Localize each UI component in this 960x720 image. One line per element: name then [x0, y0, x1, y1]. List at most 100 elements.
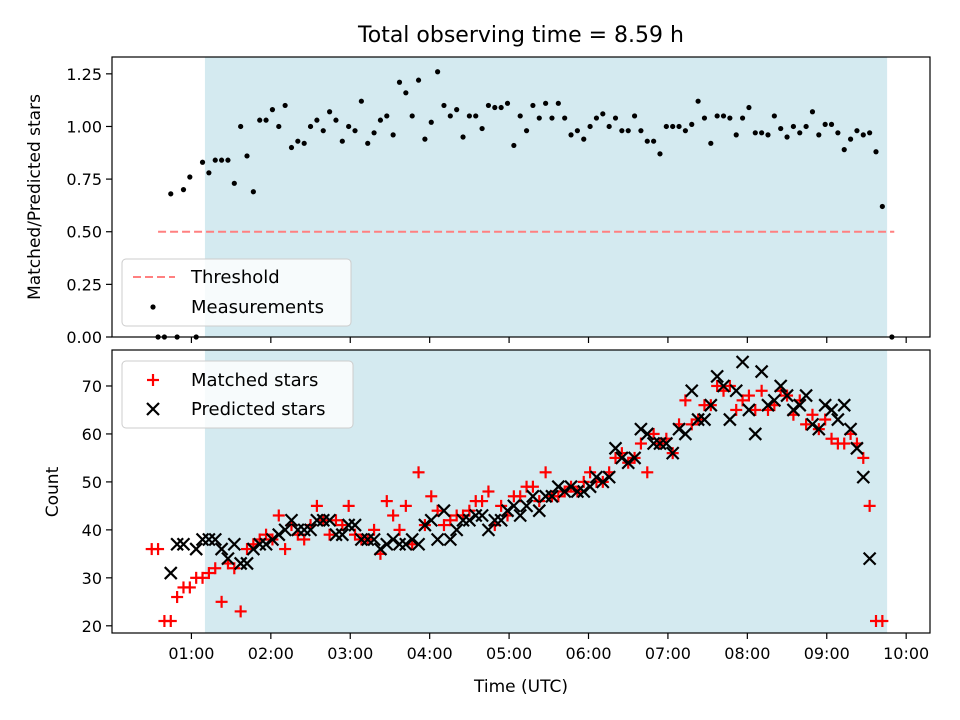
predicted-point: [322, 513, 337, 528]
measurement-point: [257, 117, 263, 123]
matched-point: [641, 466, 654, 479]
matched-point: [329, 514, 342, 527]
y-tick-label: 50: [82, 473, 102, 492]
predicted-point: [240, 556, 254, 571]
measurement-point: [625, 128, 631, 134]
matched-point: [476, 495, 489, 508]
matched-point: [279, 543, 292, 556]
matched-point: [425, 490, 438, 503]
matched-point: [412, 466, 425, 479]
matched-point: [742, 389, 755, 402]
measurement-point: [339, 138, 345, 144]
ratio-x-ticks: [190, 337, 907, 343]
predicted-point: [360, 532, 375, 547]
measurement-point: [720, 113, 727, 119]
matched-point: [164, 615, 177, 628]
predicted-point: [640, 427, 655, 441]
matched-point: [399, 499, 412, 512]
measurement-point: [492, 104, 498, 111]
predicted-point: [424, 513, 439, 528]
matched-point: [171, 591, 184, 604]
predicted-point: [735, 355, 750, 369]
measurement-point: [562, 115, 568, 121]
measurement-point: [593, 115, 600, 121]
matched-point: [241, 543, 254, 556]
measurement-point: [523, 128, 530, 134]
predicted-point: [303, 523, 318, 537]
measurement-point: [498, 104, 504, 111]
predicted-point: [259, 537, 273, 552]
measurement-point: [206, 170, 212, 176]
predicted-point: [576, 484, 591, 499]
predicted-point: [716, 379, 731, 393]
measurement-point: [860, 132, 866, 138]
measurement-point: [295, 138, 301, 144]
predicted-point: [316, 513, 331, 528]
measurement-point: [384, 113, 390, 119]
predicted-point: [697, 412, 712, 427]
y-tick-label: 30: [82, 569, 102, 588]
measurement-point: [771, 113, 777, 119]
measurement-point: [231, 180, 237, 186]
matched-point: [323, 528, 336, 541]
measurement-point: [428, 119, 434, 125]
measurements-legend-label: Measurements: [191, 297, 324, 318]
figure-title: Total observing time = 8.59 h: [357, 23, 684, 48]
matched-point: [800, 418, 813, 431]
count-y-axis-label: Count: [43, 466, 63, 517]
y-tick-label: 1.00: [66, 117, 102, 136]
predicted-point: [773, 379, 788, 393]
measurement-point: [485, 102, 492, 109]
predicted-point: [449, 523, 464, 537]
measurement-point: [828, 121, 835, 127]
predicted-point: [634, 422, 648, 436]
measurement-point: [187, 174, 193, 180]
matched-point: [380, 495, 393, 508]
matched-point: [196, 571, 209, 584]
predicted-point: [856, 470, 871, 484]
predicted-point: [513, 508, 527, 523]
measurements-legend-marker: [150, 304, 156, 310]
measurement-point: [701, 115, 708, 121]
predicted-point: [672, 422, 686, 436]
matched-point: [552, 490, 565, 503]
matched-point: [838, 437, 851, 450]
matched-point: [152, 543, 165, 556]
measurement-point: [301, 140, 307, 146]
measurement-point: [276, 123, 282, 130]
count-x-ticks: 01:00 02:00 03:00 04:00 05:00 06:00 07:00 08:00…: [168, 633, 929, 663]
measurement-point: [536, 115, 542, 121]
x-axis-label: Time (UTC): [473, 677, 568, 697]
measurement-point: [511, 142, 517, 149]
matched-point: [183, 581, 196, 594]
measurement-point: [346, 123, 352, 130]
predicted-point: [608, 441, 623, 456]
predicted-point: [399, 537, 413, 552]
predicted-point: [335, 527, 350, 542]
predicted-point: [704, 398, 718, 412]
measurement-point: [282, 102, 288, 109]
measurement-point: [250, 189, 256, 195]
predicted-point: [265, 532, 280, 547]
predicted-point: [252, 537, 267, 552]
measurement-point: [365, 140, 371, 146]
predicted-point: [551, 479, 566, 494]
predicted-point: [163, 566, 178, 580]
predicted-point: [831, 412, 845, 427]
measurement-point: [225, 157, 231, 163]
predicted-point: [271, 527, 286, 542]
y-tick-label: 0.00: [66, 328, 102, 347]
matched-point: [234, 605, 247, 618]
measurement-point: [873, 149, 879, 155]
predicted-point: [367, 532, 381, 547]
predicted-point: [284, 513, 299, 528]
measurement-point: [269, 107, 276, 113]
predicted-point: [468, 508, 483, 523]
measurement-point: [631, 113, 638, 119]
measurement-point: [689, 121, 695, 127]
measurement-point: [803, 123, 809, 130]
measurement-point: [612, 115, 619, 121]
predicted-point: [392, 537, 407, 552]
predicted-point: [443, 532, 458, 547]
matched-point: [609, 451, 622, 464]
